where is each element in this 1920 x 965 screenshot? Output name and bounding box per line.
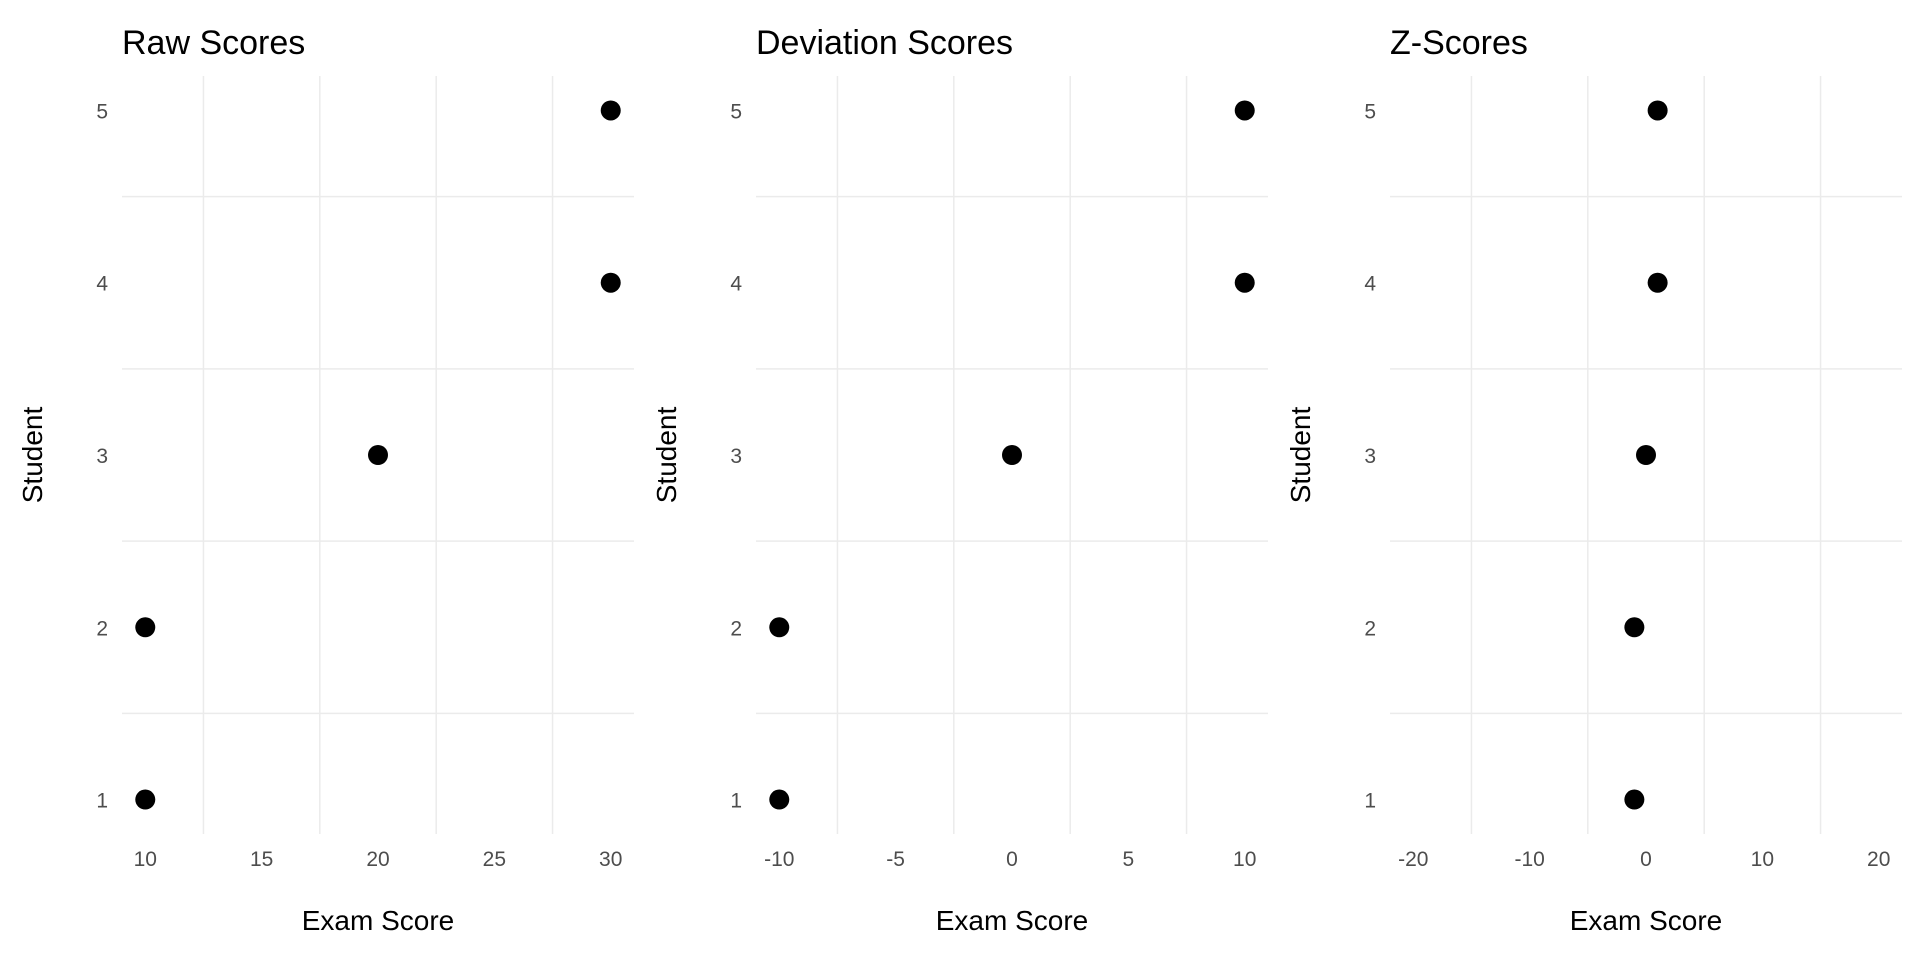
x-tick-label: -10 [764, 848, 794, 871]
panel-title: Raw Scores [122, 24, 305, 62]
data-point [1234, 100, 1255, 121]
y-tick-label: 3 [96, 445, 108, 468]
data-point [1647, 100, 1668, 121]
panel-title: Z-Scores [1390, 24, 1528, 62]
y-tick-label: 3 [1364, 445, 1376, 468]
y-tick-label: 4 [1364, 273, 1376, 296]
y-tick-label: 5 [730, 100, 742, 123]
y-tick-label: 2 [96, 617, 108, 640]
y-axis-title: Student [651, 407, 682, 504]
x-axis-title: Exam Score [936, 905, 1089, 936]
data-point [769, 617, 790, 638]
x-tick-label: 10 [1233, 848, 1256, 871]
data-point [600, 272, 621, 293]
data-point [135, 789, 156, 810]
data-point [1636, 445, 1656, 465]
x-axis-title: Exam Score [302, 905, 455, 936]
data-point [135, 617, 156, 638]
x-tick-label: 20 [1867, 848, 1890, 871]
data-point [1234, 272, 1255, 293]
x-tick-label: 10 [1751, 848, 1774, 871]
y-tick-label: 5 [1364, 100, 1376, 123]
x-tick-label: 15 [250, 848, 273, 871]
data-point [1647, 272, 1668, 293]
x-tick-label: -20 [1398, 848, 1428, 871]
data-point [1002, 445, 1022, 465]
panel-title: Deviation Scores [756, 24, 1013, 62]
x-tick-label: 0 [1640, 848, 1652, 871]
y-tick-label: 2 [730, 617, 742, 640]
x-tick-label: 30 [599, 848, 622, 871]
y-tick-label: 3 [730, 445, 742, 468]
x-tick-label: 5 [1123, 848, 1135, 871]
x-tick-label: -10 [1514, 848, 1544, 871]
y-tick-label: 1 [730, 790, 742, 813]
data-point [1624, 789, 1645, 810]
y-tick-label: 4 [96, 273, 108, 296]
y-tick-label: 2 [1364, 617, 1376, 640]
data-point [1624, 617, 1645, 638]
y-tick-label: 5 [96, 100, 108, 123]
x-tick-label: 20 [366, 848, 389, 871]
x-tick-label: 0 [1006, 848, 1018, 871]
data-point [368, 445, 388, 465]
y-tick-label: 1 [1364, 790, 1376, 813]
y-tick-label: 1 [96, 790, 108, 813]
x-tick-label: -5 [886, 848, 905, 871]
y-axis-title: Student [17, 407, 48, 504]
x-tick-label: 10 [134, 848, 157, 871]
x-tick-label: 25 [483, 848, 506, 871]
data-point [769, 789, 790, 810]
data-point [600, 100, 621, 121]
x-axis-title: Exam Score [1570, 905, 1723, 936]
y-axis-title: Student [1285, 407, 1316, 504]
y-tick-label: 4 [730, 273, 742, 296]
